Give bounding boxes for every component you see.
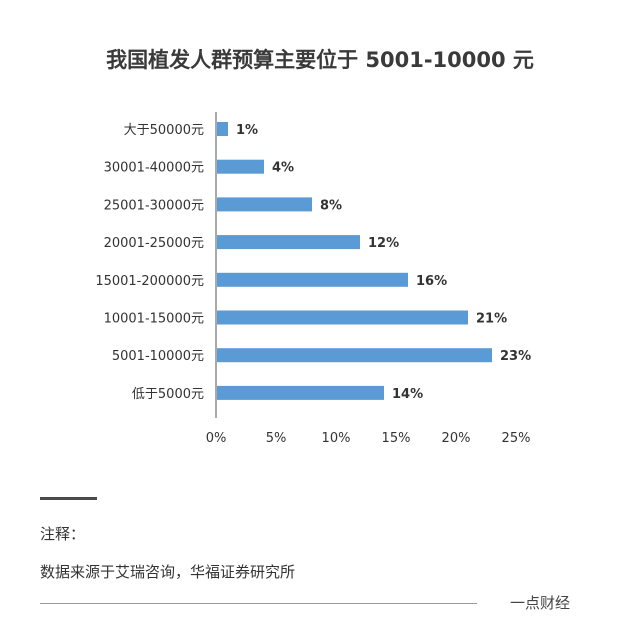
note-label: 注释： [40, 525, 86, 543]
category-label: 10001-15000元 [104, 312, 204, 327]
data-label: 21% [476, 312, 507, 327]
bar [217, 272, 408, 287]
category-label: 低于5000元 [132, 387, 204, 402]
category-label: 大于50000元 [124, 123, 204, 138]
data-label: 4% [272, 161, 294, 176]
data-label: 8% [320, 198, 342, 213]
data-label: 14% [392, 387, 423, 402]
bar-chart: 大于50000元 1% 30001-40000元 4% 25001-30000元 8% 20… [95, 112, 531, 446]
category-label: 25001-30000元 [104, 198, 204, 213]
x-tick-label: 0% [206, 431, 227, 446]
bar [217, 159, 264, 174]
category-label: 20001-25000元 [104, 236, 204, 251]
category-label: 30001-40000元 [104, 161, 204, 176]
x-tick-label: 5% [266, 431, 287, 446]
data-label: 1% [236, 123, 258, 138]
x-tick-label: 15% [382, 431, 411, 446]
chart-title: 我国植发人群预算主要位于 5001-10000 元 [106, 48, 534, 72]
source-text: 数据来源于艾瑞咨询，华福证券研究所 [40, 563, 296, 581]
bar [217, 122, 228, 136]
brand-label: 一点财经 [510, 594, 571, 612]
bar [217, 348, 492, 363]
x-tick-label: 25% [502, 431, 531, 446]
x-tick-label: 20% [442, 431, 471, 446]
category-label: 15001-200000元 [95, 274, 204, 289]
x-tick-label: 10% [322, 431, 351, 446]
data-label: 12% [368, 236, 399, 251]
bar [217, 310, 468, 325]
footer-divider-short [40, 497, 97, 500]
bar [217, 197, 312, 212]
category-label: 5001-10000元 [112, 349, 204, 364]
bar [217, 385, 384, 400]
data-label: 16% [416, 274, 447, 289]
bar [217, 235, 360, 250]
footer-divider-long [40, 603, 477, 604]
data-label: 23% [500, 349, 531, 364]
